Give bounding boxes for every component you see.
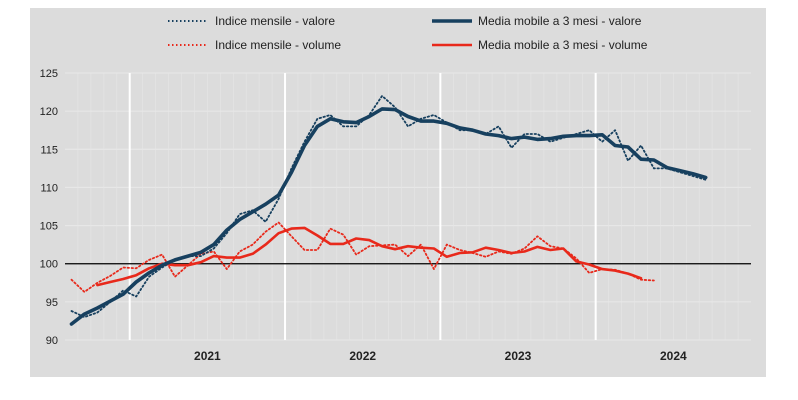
y-tick-label: 115 xyxy=(40,144,58,156)
y-tick-label: 100 xyxy=(40,259,58,271)
legend-label-volume-monthly: Indice mensile - volume xyxy=(215,38,341,52)
y-tick-label: 120 xyxy=(40,106,58,118)
chart-panel: 90 95 100 105 110 115 120 125 2021 2022 2023 2024 I… xyxy=(30,8,766,377)
series-line-3 xyxy=(96,226,643,287)
series-line-2 xyxy=(70,221,655,293)
series-line-1 xyxy=(69,107,708,326)
legend-item-volume-average: Media mobile a 3 mesi - volume xyxy=(432,38,648,52)
legend-label-volume-average: Media mobile a 3 mesi - volume xyxy=(478,38,648,52)
y-tick-label: 105 xyxy=(40,221,58,233)
legend-item-value-monthly: Indice mensile - valore xyxy=(168,14,335,28)
y-tick-label: 95 xyxy=(46,297,58,309)
line-chart: 90 95 100 105 110 115 120 125 2021 2022 2023 2024 I… xyxy=(40,14,751,363)
grid-layer xyxy=(65,72,751,341)
y-tick-label: 90 xyxy=(46,335,58,347)
legend: Indice mensile - valore Media mobile a 3… xyxy=(168,14,648,52)
plot-area xyxy=(65,73,751,340)
y-tick-label: 110 xyxy=(40,182,58,194)
legend-label-value-average: Media mobile a 3 mesi - valore xyxy=(478,14,642,28)
axis-layer: 90 95 100 105 110 115 120 125 2021 2022 2023 2024 xyxy=(40,68,687,363)
legend-item-volume-monthly: Indice mensile - volume xyxy=(168,38,341,52)
x-tick-label-2021: 2021 xyxy=(194,349,221,363)
x-tick-label-2022: 2022 xyxy=(349,349,376,363)
legend-item-value-average: Media mobile a 3 mesi - valore xyxy=(432,14,642,28)
x-tick-label-2023: 2023 xyxy=(505,349,532,363)
x-tick-label-2024: 2024 xyxy=(660,349,687,363)
y-tick-label: 125 xyxy=(40,68,58,80)
series-layer xyxy=(69,95,708,326)
legend-label-value-monthly: Indice mensile - valore xyxy=(215,14,335,28)
